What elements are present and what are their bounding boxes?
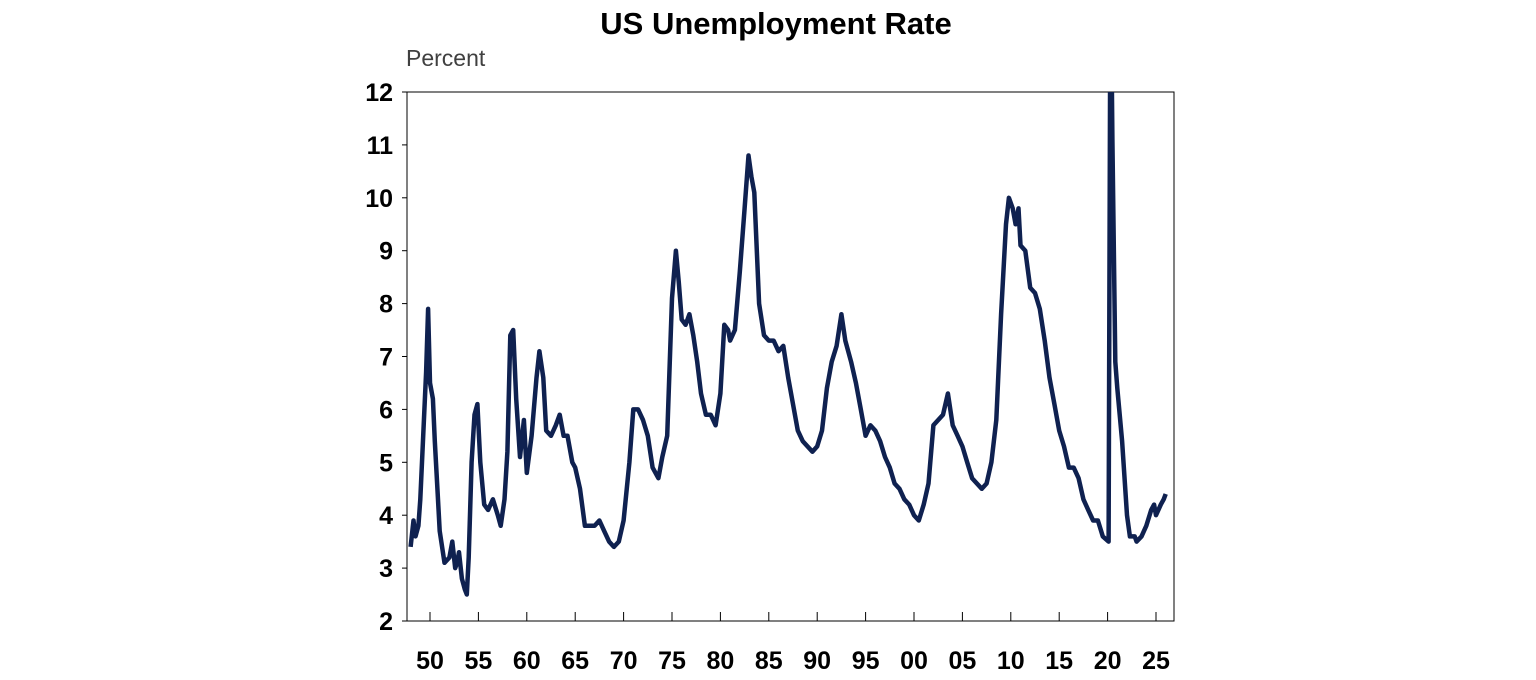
x-tick-label: 10 xyxy=(997,647,1025,675)
x-tick-label: 55 xyxy=(464,647,492,675)
x-tick-label: 60 xyxy=(513,647,541,675)
x-tick-label: 85 xyxy=(755,647,783,675)
x-tick-label: 15 xyxy=(1045,647,1073,675)
series-line-unemployment xyxy=(408,92,1168,597)
y-tick-label: 7 xyxy=(379,344,393,372)
x-axis: 50 55 60 65 70 75 80 85 90 95 00 05 10 15 20 25 xyxy=(416,612,1170,675)
x-tick-label: 75 xyxy=(658,647,686,675)
x-tick-label: 20 xyxy=(1094,647,1122,675)
y-tick-label: 6 xyxy=(379,396,393,424)
x-tick-label: 00 xyxy=(900,647,928,675)
x-tick-label: 70 xyxy=(610,647,638,675)
y-tick-label: 5 xyxy=(379,449,393,477)
y-tick-label: 8 xyxy=(379,291,393,319)
x-tick-label: 95 xyxy=(852,647,880,675)
y-tick-label: 4 xyxy=(379,502,393,530)
x-tick-label: 05 xyxy=(948,647,976,675)
y-tick-label: 11 xyxy=(367,132,394,160)
x-tick-label: 25 xyxy=(1142,647,1170,675)
y-tick-label: 3 xyxy=(379,555,393,583)
plot-frame xyxy=(406,91,1175,622)
x-tick-label: 50 xyxy=(416,647,444,675)
x-tick-label: 65 xyxy=(561,647,589,675)
y-tick-label: 2 xyxy=(379,608,393,636)
y-tick-label: 12 xyxy=(365,79,393,107)
x-tick-label: 90 xyxy=(803,647,831,675)
y-tick-label: 10 xyxy=(365,185,393,213)
chart-title: US Unemployment Rate xyxy=(600,6,951,41)
y-axis: 2 3 4 5 6 7 8 9 10 11 12 xyxy=(365,79,407,636)
y-tick-label: 9 xyxy=(379,238,393,266)
x-tick-label: 80 xyxy=(706,647,734,675)
y-axis-label: Percent xyxy=(406,45,486,71)
